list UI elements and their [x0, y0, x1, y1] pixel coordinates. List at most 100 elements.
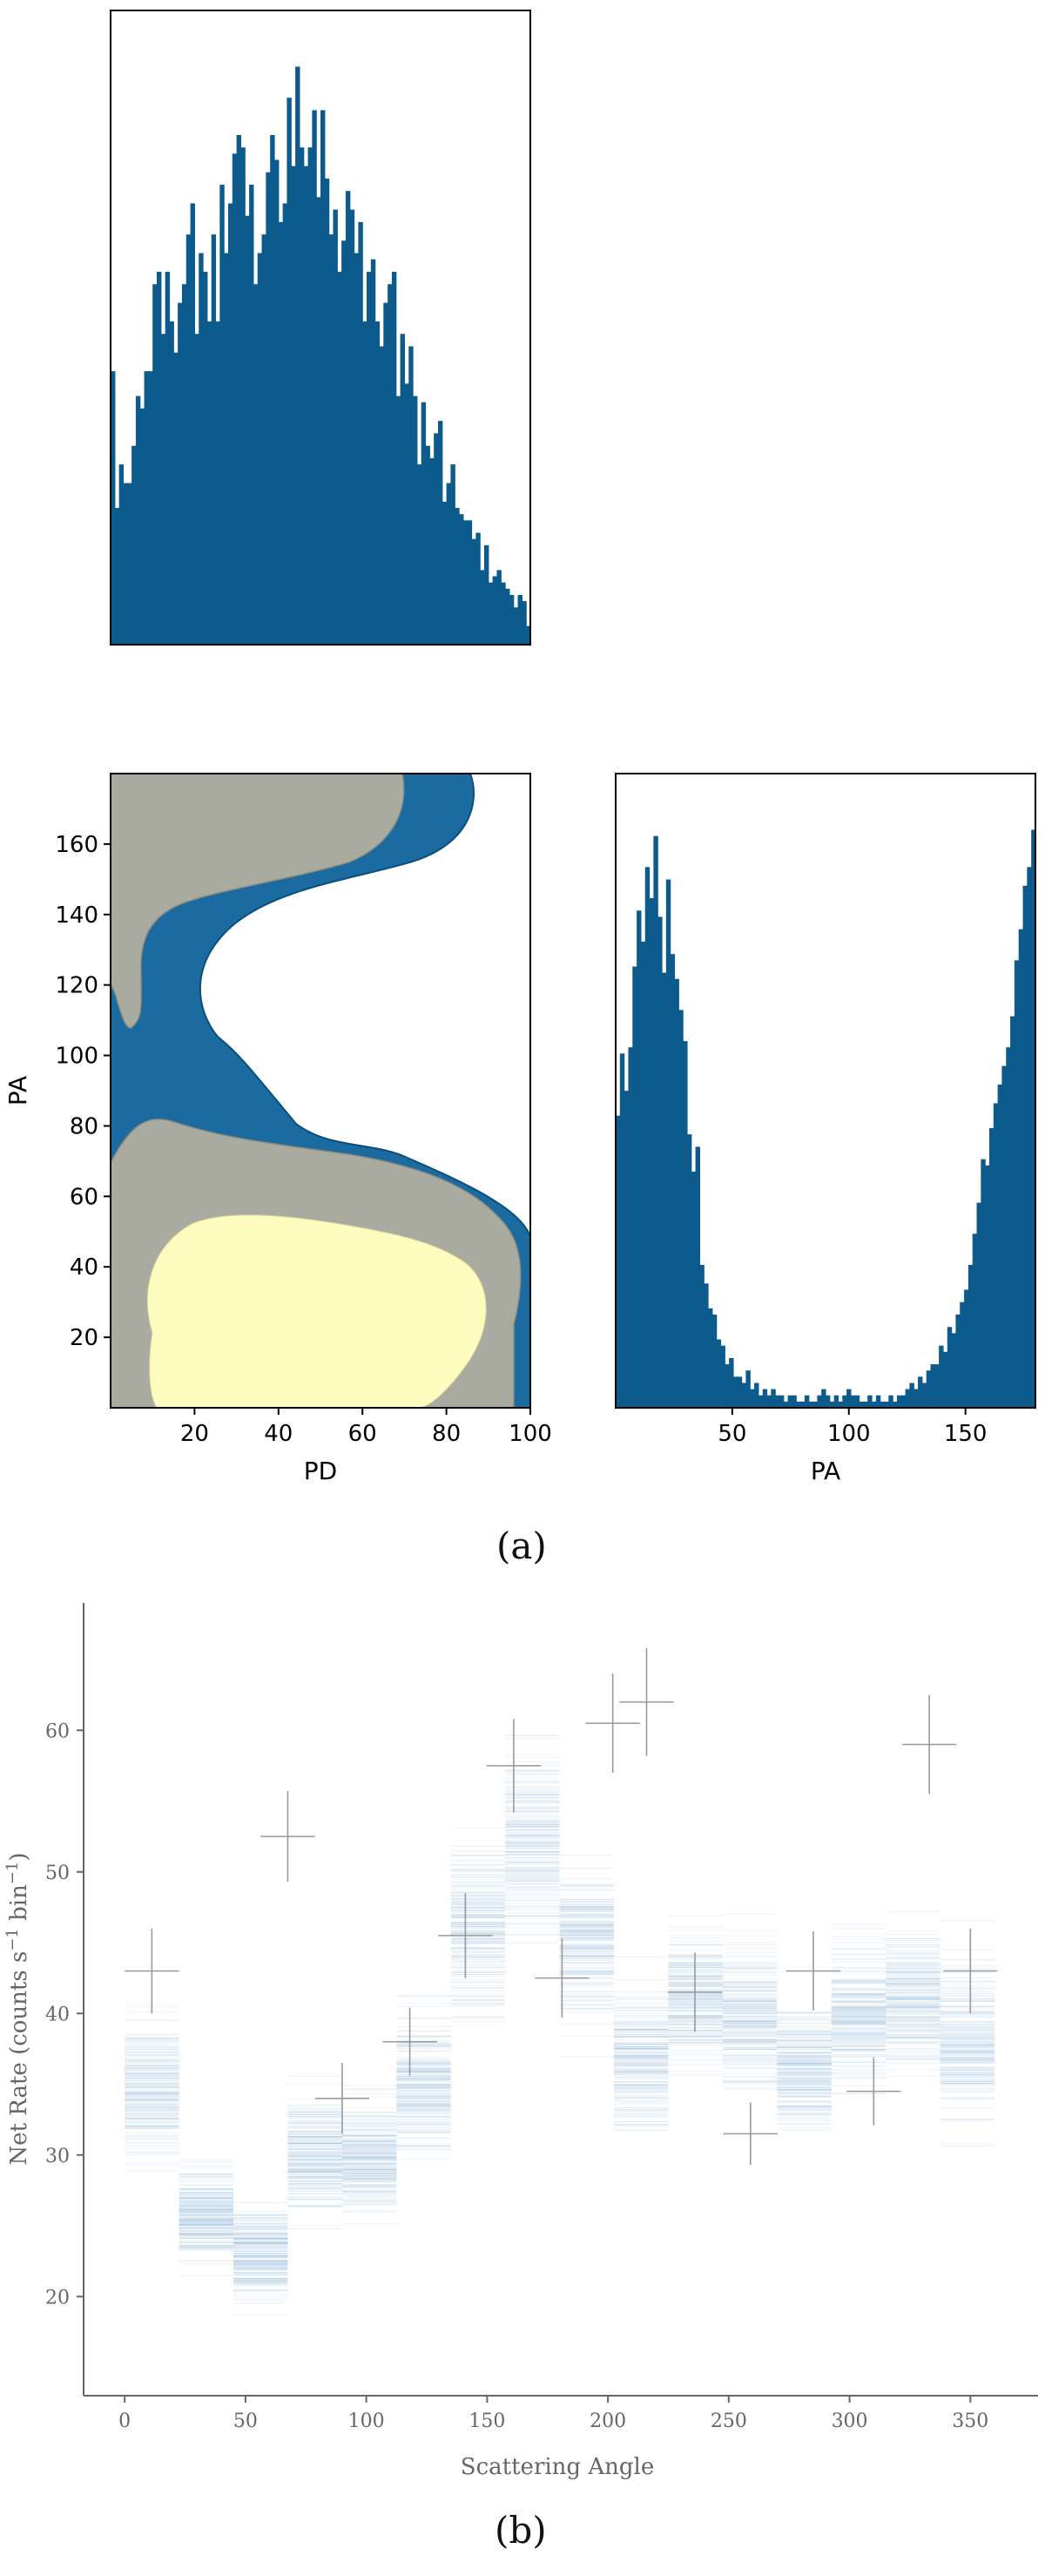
pa-histogram-bar [792, 1395, 797, 1408]
pd-histogram-bar [295, 66, 300, 646]
pd-histogram-bar [320, 110, 326, 646]
pa-histogram-bar [653, 835, 658, 1408]
pa-histogram-bar [708, 1308, 713, 1408]
pa-histogram-chart: 50 100 150 PA [615, 773, 1036, 1485]
pd-histogram-bar [127, 483, 132, 645]
pa-histogram-bar [686, 1134, 692, 1408]
pd-histogram-bar [505, 588, 510, 645]
pd-histogram-bar [266, 172, 271, 646]
pa-histogram-bar [947, 1327, 953, 1408]
pd-histogram-bar [501, 582, 506, 645]
pd-histogram-bar [421, 402, 427, 645]
pa-histogram-bar [678, 1010, 684, 1408]
pd-histogram-bar [483, 544, 489, 645]
contour-ylabel: PA [3, 1076, 32, 1105]
pd-histogram-bar [257, 253, 263, 645]
pa-histogram-bar [745, 1370, 751, 1408]
pd-histogram-bar [362, 321, 367, 645]
pd-histogram-bar [341, 240, 347, 645]
pa-histogram-bar [821, 1389, 826, 1408]
contour-ytick-label: 60 [70, 1184, 98, 1210]
pa-histogram-bar [804, 1395, 810, 1408]
pd-histogram-bar [437, 421, 443, 645]
pd-histogram-bar [206, 321, 212, 645]
pa-histogram-bar [704, 1283, 709, 1408]
pd-histogram-bar [358, 221, 363, 646]
pd-histogram-bar [316, 197, 321, 646]
pa-xtick-label: 100 [827, 1421, 871, 1447]
pa-histogram-bar [649, 897, 654, 1408]
pd-pa-contour-chart: 20 40 60 80 100 20 40 60 80 100 120 140 160 PD PA [3, 773, 552, 1485]
pd-histogram-bar [446, 483, 452, 645]
pd-histogram-bar [345, 191, 351, 646]
pa-histogram-bar [921, 1383, 927, 1408]
contour-xtick-label: 100 [509, 1421, 552, 1447]
pa-histogram-bar [808, 1401, 814, 1408]
modulation-ytick-label: 30 [45, 2146, 70, 2167]
pd-histogram-bar [442, 501, 448, 645]
pd-histogram-bar [181, 284, 187, 645]
pd-histogram-bar [374, 321, 381, 645]
pa-histogram-bar [771, 1389, 776, 1408]
pa-histogram-bar [960, 1302, 965, 1408]
pd-histogram-bar [496, 570, 502, 645]
pa-histogram-bar [683, 1041, 688, 1408]
pa-histogram-bar [750, 1389, 755, 1408]
pa-histogram-bar [880, 1401, 886, 1408]
pa-histogram-bar [884, 1401, 889, 1408]
pa-histogram-bar [976, 1202, 981, 1408]
pa-histogram-bar [665, 879, 671, 1408]
pa-histogram-bar [1022, 885, 1028, 1408]
pd-histogram-bar [291, 166, 296, 646]
pd-histogram-bar [131, 445, 137, 645]
modulation-xtick-label: 100 [348, 2410, 385, 2432]
pd-histogram-bar [488, 582, 494, 645]
pa-histogram-bar [783, 1401, 789, 1408]
pa-histogram-bar [1031, 829, 1036, 1408]
pa-histogram-bar [838, 1401, 843, 1408]
modulation-curve-chart: 0 50 100 150 200 250 300 350 20 30 40 50 60 Scatteri… [3, 1603, 1038, 2480]
pa-histogram-bar [800, 1401, 806, 1408]
pa-histogram-bar [619, 1053, 625, 1408]
pd-histogram-bar [416, 464, 422, 645]
pd-histogram-bar [526, 625, 531, 645]
pd-histogram-bar [148, 371, 153, 645]
pd-histogram-bar [370, 259, 376, 645]
modulation-axes: 0 50 100 150 200 250 300 350 20 30 40 50 60 [45, 1603, 1038, 2432]
pa-xtick-label: 50 [718, 1421, 746, 1447]
pd-histogram-bar [492, 576, 498, 645]
contour-ytick-label: 100 [55, 1044, 98, 1070]
pa-histogram-bar [893, 1401, 898, 1408]
contour-ytick-label: 120 [55, 973, 98, 999]
modulation-xtick-label: 250 [711, 2410, 747, 2432]
pd-histogram-bar [240, 147, 246, 646]
pa-histogram-bar [640, 941, 646, 1408]
pd-histogram-bar [379, 346, 384, 645]
pd-histogram-bar [354, 253, 359, 645]
pa-histogram-bar [779, 1395, 785, 1408]
pd-histogram-bar [178, 302, 183, 645]
modulation-xtick-label: 0 [118, 2410, 131, 2432]
pa-histogram-bar [972, 1234, 978, 1408]
pa-histogram-bar [1027, 867, 1032, 1408]
pa-histogram-bar [691, 1171, 697, 1408]
contour-ytick-label: 20 [70, 1325, 98, 1351]
pa-histogram-bar [951, 1333, 957, 1408]
pd-histogram-bar [404, 383, 409, 645]
pd-histogram-bar [434, 433, 439, 645]
pd-histogram-bar [471, 538, 476, 645]
pd-histogram-frame [110, 10, 531, 646]
pd-histogram-bar [249, 185, 254, 646]
pd-histogram-bar [367, 271, 372, 645]
pd-histogram-bar [118, 464, 125, 645]
pa-histogram-xlabel: PA [811, 1457, 840, 1485]
pd-histogram-bars [111, 66, 531, 646]
contour-ytick-label: 140 [55, 903, 98, 929]
pa-histogram-bar [796, 1401, 801, 1408]
pa-histogram-bar [863, 1401, 868, 1408]
modulation-xtick-label: 50 [233, 2410, 258, 2432]
pa-histogram-bar [729, 1357, 734, 1408]
pd-histogram-bar [413, 396, 418, 645]
modulation-ytick-label: 40 [45, 2004, 70, 2025]
pd-histogram-bar [337, 271, 342, 645]
